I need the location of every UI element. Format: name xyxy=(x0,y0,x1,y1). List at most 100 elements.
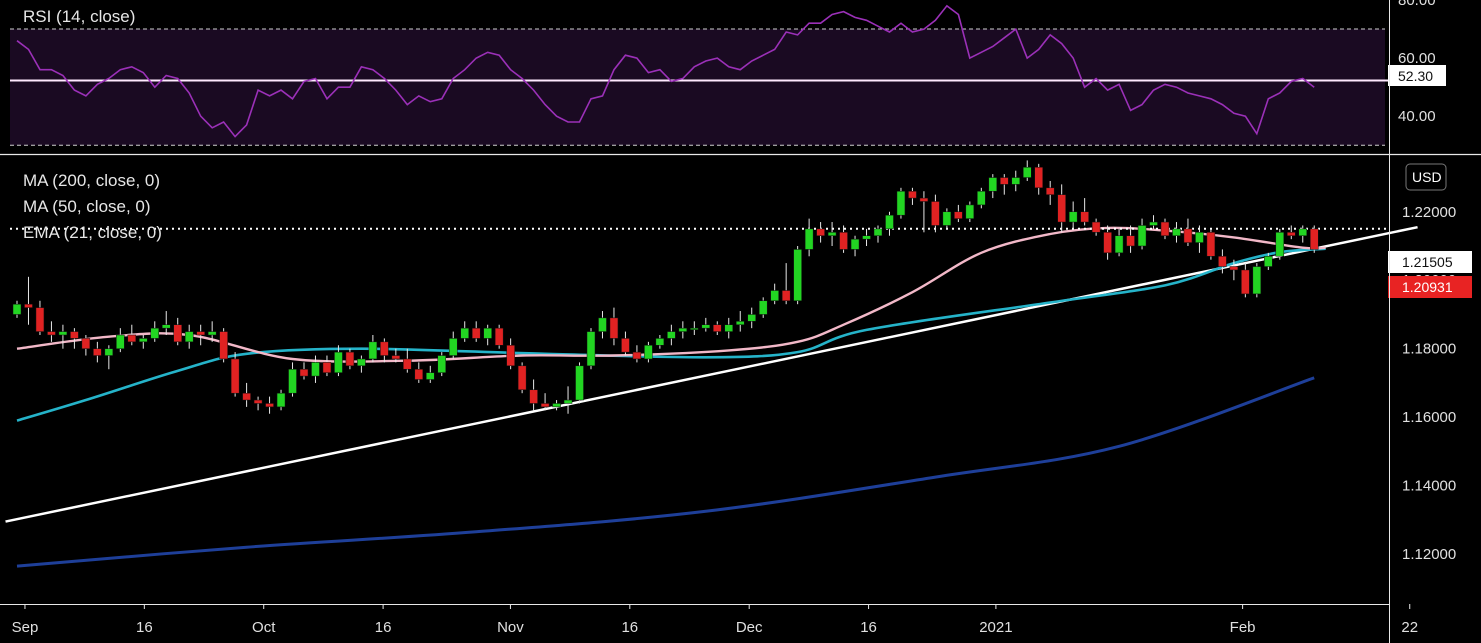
price-tick-label: 1.12000 xyxy=(1402,546,1456,563)
candle-body-down xyxy=(93,348,102,356)
currency-badge[interactable]: USD xyxy=(1405,163,1447,191)
candle xyxy=(713,321,722,335)
candle xyxy=(70,328,79,349)
candle xyxy=(1160,218,1170,240)
candle-body-up xyxy=(1068,211,1078,223)
candle xyxy=(747,307,756,329)
candle-body-up xyxy=(1252,266,1262,295)
candle-body-up xyxy=(644,345,653,360)
candle xyxy=(931,194,940,233)
legend-ema21: EMA (21, close, 0) xyxy=(23,223,162,242)
price-tick-label: 1.22000 xyxy=(1402,204,1456,221)
candle xyxy=(426,365,435,383)
candle xyxy=(93,341,102,363)
candle xyxy=(12,300,22,318)
candle xyxy=(540,393,550,411)
currency-label: USD xyxy=(1412,169,1442,185)
candle xyxy=(885,211,894,236)
candle-body-up xyxy=(1195,232,1204,243)
candle-body-up xyxy=(276,392,286,408)
candle-body-down xyxy=(403,358,412,370)
candle-body-up xyxy=(368,341,378,360)
candle-body-up xyxy=(804,228,814,250)
candle xyxy=(609,307,619,346)
candle-body-down xyxy=(494,327,504,346)
candle xyxy=(345,348,355,370)
candle xyxy=(1137,218,1147,250)
rsi-panel: RSI (14, close) 80.00 60.00 40.00 52.30 xyxy=(10,0,1446,146)
candle-body-up xyxy=(150,327,160,339)
price-panel: MA (200, close, 0) MA (50, close, 0) EMA… xyxy=(5,160,1472,568)
candle xyxy=(655,335,665,349)
candle xyxy=(173,317,182,346)
candle-body-down xyxy=(908,190,917,199)
candle xyxy=(850,235,860,257)
rsi-tick-label: 60.00 xyxy=(1398,50,1436,67)
candle xyxy=(116,328,125,353)
candle xyxy=(380,338,389,363)
candle-body-up xyxy=(896,190,906,216)
candle-body-up xyxy=(977,190,986,206)
candle-body-down xyxy=(1183,228,1193,243)
ma200-line xyxy=(16,376,1315,568)
candle xyxy=(1103,225,1112,260)
candle xyxy=(1229,259,1239,281)
candle-body-up xyxy=(862,235,871,240)
candle xyxy=(81,335,91,356)
rsi-value-badge: 52.30 xyxy=(1388,65,1446,86)
rsi-tick-label: 80.00 xyxy=(1398,0,1436,9)
candle-body-up xyxy=(965,204,975,219)
candle xyxy=(529,379,538,411)
candle-body-down xyxy=(931,201,940,226)
candles xyxy=(12,160,1319,414)
candle-body-down xyxy=(471,327,481,339)
ma50-line xyxy=(16,247,1326,422)
candle xyxy=(460,321,469,342)
candle xyxy=(265,396,274,414)
candle-body-up xyxy=(655,338,665,346)
candle-body-down xyxy=(621,338,630,353)
candle-body-up xyxy=(942,211,952,226)
candle xyxy=(1114,228,1124,257)
candle-body-up xyxy=(1114,235,1124,254)
candle-body-down xyxy=(632,351,642,360)
candle xyxy=(896,187,906,219)
rsi-value-badge-bg xyxy=(1388,65,1446,86)
last-price-badge-bg xyxy=(1388,276,1472,298)
candle-body-up xyxy=(161,324,171,329)
candle-body-up xyxy=(58,331,68,336)
candle xyxy=(1195,225,1204,253)
candle-body-down xyxy=(517,365,527,391)
candle xyxy=(770,283,779,305)
candle xyxy=(414,362,424,383)
candle-body-down xyxy=(1218,256,1227,267)
candle xyxy=(552,400,561,411)
candle xyxy=(816,222,825,243)
candle-body-up xyxy=(667,331,676,339)
candle xyxy=(1183,218,1193,246)
candle-body-down xyxy=(713,324,722,332)
candle xyxy=(1206,228,1216,260)
candle xyxy=(437,352,447,377)
candle-body-up xyxy=(1137,225,1147,247)
time-tick-label: 16 xyxy=(621,619,638,636)
candle xyxy=(1045,180,1055,205)
candle xyxy=(575,362,584,404)
candle xyxy=(35,300,45,335)
candle xyxy=(586,328,596,370)
candle xyxy=(139,335,148,349)
candle-body-up xyxy=(586,331,596,367)
last-price-badge: 1.20931 xyxy=(1388,276,1472,298)
candle-body-up xyxy=(448,338,458,356)
candle-body-down xyxy=(816,228,825,236)
candle xyxy=(1034,163,1043,195)
candle-body-down xyxy=(1287,232,1296,236)
candle xyxy=(1080,198,1089,226)
price-tick-label: 1.16000 xyxy=(1402,409,1456,426)
time-tick-label: 2021 xyxy=(979,619,1012,636)
candle xyxy=(793,246,802,305)
candle-body-up xyxy=(116,334,125,349)
candle xyxy=(1057,184,1066,233)
candle xyxy=(1091,218,1101,236)
